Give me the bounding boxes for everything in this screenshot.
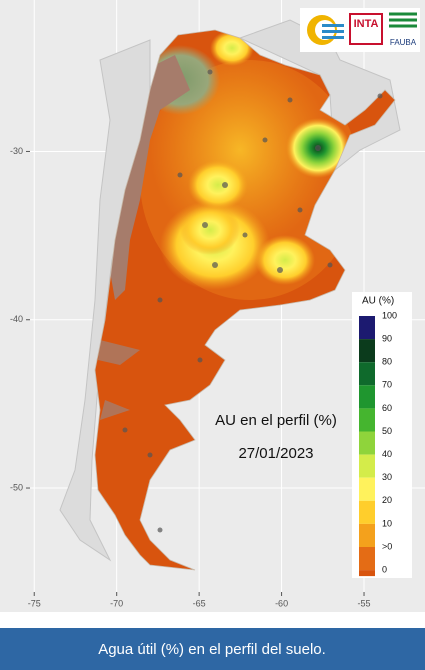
map-title: AU en el perfil (%) [215, 412, 337, 429]
legend-label: 80 [382, 357, 392, 367]
y-tick-label: -30 [10, 146, 23, 156]
legend-label: 30 [382, 472, 392, 482]
legend-swatch [359, 408, 375, 432]
legend-label: 60 [382, 403, 392, 413]
logo-inta-box [349, 13, 383, 45]
legend-swatch [359, 570, 375, 577]
x-tick-label: -60 [275, 598, 288, 608]
legend-label: 0 [382, 564, 387, 574]
x-tick-label: -75 [28, 598, 41, 608]
legend-swatch [359, 477, 375, 501]
legend-swatch [359, 523, 375, 547]
legend-title: AU (%) [362, 296, 394, 307]
x-tick-label: -55 [358, 598, 371, 608]
logo-inta: INTA [354, 18, 379, 30]
y-tick-label: -50 [10, 482, 23, 492]
legend-swatch [359, 431, 375, 455]
x-tick-label: -65 [193, 598, 206, 608]
logo-fauba-mark [389, 12, 417, 28]
logo-fauba: FAUBA [390, 38, 417, 47]
legend-swatch [359, 362, 375, 386]
legend-swatch [359, 316, 375, 340]
map-date: 27/01/2023 [238, 445, 313, 462]
legend-swatch [359, 339, 375, 363]
legend-label: 100 [382, 310, 397, 320]
legend-swatch [359, 547, 375, 571]
y-tick-label: -40 [10, 314, 23, 324]
legend-label: 90 [382, 333, 392, 343]
logos: INTA FAUBA [300, 8, 420, 52]
stations [122, 69, 383, 533]
legend-swatch [359, 454, 375, 478]
caption: Agua útil (%) en el perfil del suelo. [98, 641, 326, 658]
legend-swatch [359, 385, 375, 409]
legend-label: 70 [382, 380, 392, 390]
legend-label: 20 [382, 495, 392, 505]
legend-label: 50 [382, 426, 392, 436]
legend-label: 40 [382, 449, 392, 459]
legend-label: >0 [382, 541, 392, 551]
legend-swatch [359, 500, 375, 524]
caption-bar [0, 628, 425, 670]
legend-label: 10 [382, 518, 392, 528]
x-tick-label: -70 [110, 598, 123, 608]
